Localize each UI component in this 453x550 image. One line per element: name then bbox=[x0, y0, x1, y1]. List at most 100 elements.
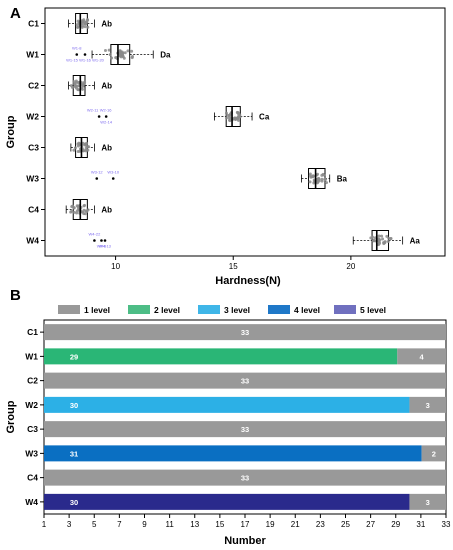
sample-point bbox=[324, 181, 328, 185]
sample-point bbox=[86, 18, 90, 22]
sample-point bbox=[81, 24, 85, 28]
sample-point bbox=[224, 116, 228, 120]
outlier-point bbox=[100, 239, 103, 242]
a-category-label: C4 bbox=[28, 205, 39, 215]
bar-segment bbox=[44, 396, 410, 413]
sample-point bbox=[224, 111, 228, 115]
outlier-label: W2-16 bbox=[100, 108, 113, 113]
b-category-label: C1 bbox=[27, 327, 38, 337]
b-xtick-label: 23 bbox=[316, 520, 325, 529]
legend-label: 4 level bbox=[294, 305, 320, 315]
bar-segment bbox=[44, 469, 446, 486]
bar-W3: 31 2 bbox=[44, 445, 446, 462]
sample-point bbox=[103, 48, 107, 52]
sample-point bbox=[233, 117, 237, 121]
a-category-label: W4 bbox=[26, 236, 39, 246]
a-category-label: W3 bbox=[26, 174, 39, 184]
b-xtick-label: 19 bbox=[266, 520, 275, 529]
sample-point bbox=[77, 141, 81, 145]
b-xtick-label: 9 bbox=[142, 520, 147, 529]
sample-point bbox=[76, 88, 80, 92]
outlier-point bbox=[93, 239, 96, 242]
sample-point bbox=[383, 241, 387, 245]
box-C1: Ab bbox=[68, 13, 112, 34]
outlier-label: W3-10 bbox=[107, 170, 120, 175]
bar-C2: 33 bbox=[44, 372, 446, 389]
sample-point bbox=[380, 234, 384, 238]
box-W4: Aa bbox=[352, 230, 420, 251]
sample-point bbox=[72, 148, 76, 152]
bar-value-label: 30 bbox=[70, 401, 78, 410]
sample-point bbox=[378, 241, 382, 245]
bar-segment bbox=[409, 493, 446, 510]
bar-segment bbox=[44, 372, 446, 389]
sample-point bbox=[386, 240, 390, 244]
panel-a-boxplot: C1 W1 C2 W2 C3 W3 C4 W4 10 15 20 Ab Da Ab Ca Ab Ba Ab Aa W1… bbox=[26, 13, 420, 271]
sample-point bbox=[228, 118, 232, 122]
outlier-label: W1-15 bbox=[66, 58, 79, 63]
bar-value-label: 33 bbox=[241, 474, 249, 483]
outlier-point bbox=[97, 115, 101, 118]
sample-point bbox=[385, 234, 389, 238]
b-xtick-label: 29 bbox=[391, 520, 400, 529]
a-category-label: W1 bbox=[26, 50, 39, 60]
outlier-point bbox=[95, 177, 99, 180]
a-xtick-label: 10 bbox=[111, 262, 120, 271]
a-category-label: C2 bbox=[28, 81, 39, 91]
sample-point bbox=[76, 149, 80, 153]
sample-point bbox=[107, 48, 111, 52]
outlier-point bbox=[75, 53, 79, 56]
b-category-label: W1 bbox=[25, 351, 38, 361]
legend-swatch bbox=[128, 305, 150, 314]
outlier-label: W4-22 bbox=[89, 232, 102, 237]
sample-point bbox=[83, 142, 87, 146]
sample-point bbox=[236, 112, 240, 116]
sample-point bbox=[108, 53, 112, 57]
significance-letter: Ab bbox=[101, 144, 112, 153]
sample-point bbox=[126, 49, 130, 53]
sample-point bbox=[83, 212, 87, 216]
sample-point bbox=[371, 235, 375, 239]
outlier-label: W1-16 bbox=[79, 58, 92, 63]
sample-point bbox=[123, 51, 127, 55]
panel-a-xlabel: Hardness(N) bbox=[215, 275, 281, 287]
bar-value-label: 2 bbox=[432, 449, 436, 458]
bar-segment bbox=[409, 396, 446, 413]
outlier-label: W1-8 bbox=[72, 46, 82, 51]
sample-point bbox=[120, 52, 124, 56]
legend-label: 5 level bbox=[360, 305, 386, 315]
b-category-label: C4 bbox=[27, 473, 38, 483]
sample-point bbox=[377, 234, 381, 238]
panel-a-plot-frame bbox=[44, 7, 446, 257]
sample-point bbox=[87, 145, 91, 149]
legend-label: 3 level bbox=[224, 305, 250, 315]
b-xtick-label: 11 bbox=[165, 520, 174, 529]
b-category-label: C2 bbox=[27, 376, 38, 386]
panel-a-ylabel: Group bbox=[5, 115, 17, 148]
bar-value-label: 31 bbox=[70, 449, 78, 458]
bar-value-label: 33 bbox=[241, 328, 249, 337]
b-xtick-label: 31 bbox=[416, 520, 425, 529]
b-xtick-label: 25 bbox=[341, 520, 350, 529]
outlier-label: W2-11 bbox=[87, 108, 99, 113]
bar-segment bbox=[44, 348, 398, 365]
b-category-label: C3 bbox=[27, 424, 38, 434]
panel-b-ylabel: Group bbox=[5, 400, 17, 433]
sample-point bbox=[308, 180, 312, 184]
sample-point bbox=[80, 19, 84, 23]
box-C2: Ab bbox=[68, 75, 112, 96]
sample-point bbox=[227, 116, 231, 120]
bar-value-label: 33 bbox=[241, 377, 249, 386]
a-category-label: C3 bbox=[28, 143, 39, 153]
a-xtick-label: 15 bbox=[229, 262, 238, 271]
b-xtick-label: 27 bbox=[366, 520, 375, 529]
b-xtick-label: 17 bbox=[241, 520, 250, 529]
sample-point bbox=[322, 173, 326, 177]
a-category-label: C1 bbox=[28, 19, 39, 29]
bar-value-label: 3 bbox=[426, 401, 430, 410]
sample-point bbox=[84, 145, 88, 149]
sample-point bbox=[236, 116, 240, 120]
b-xtick-label: 5 bbox=[92, 520, 97, 529]
bar-segment bbox=[397, 348, 446, 365]
bar-segment bbox=[44, 493, 410, 510]
